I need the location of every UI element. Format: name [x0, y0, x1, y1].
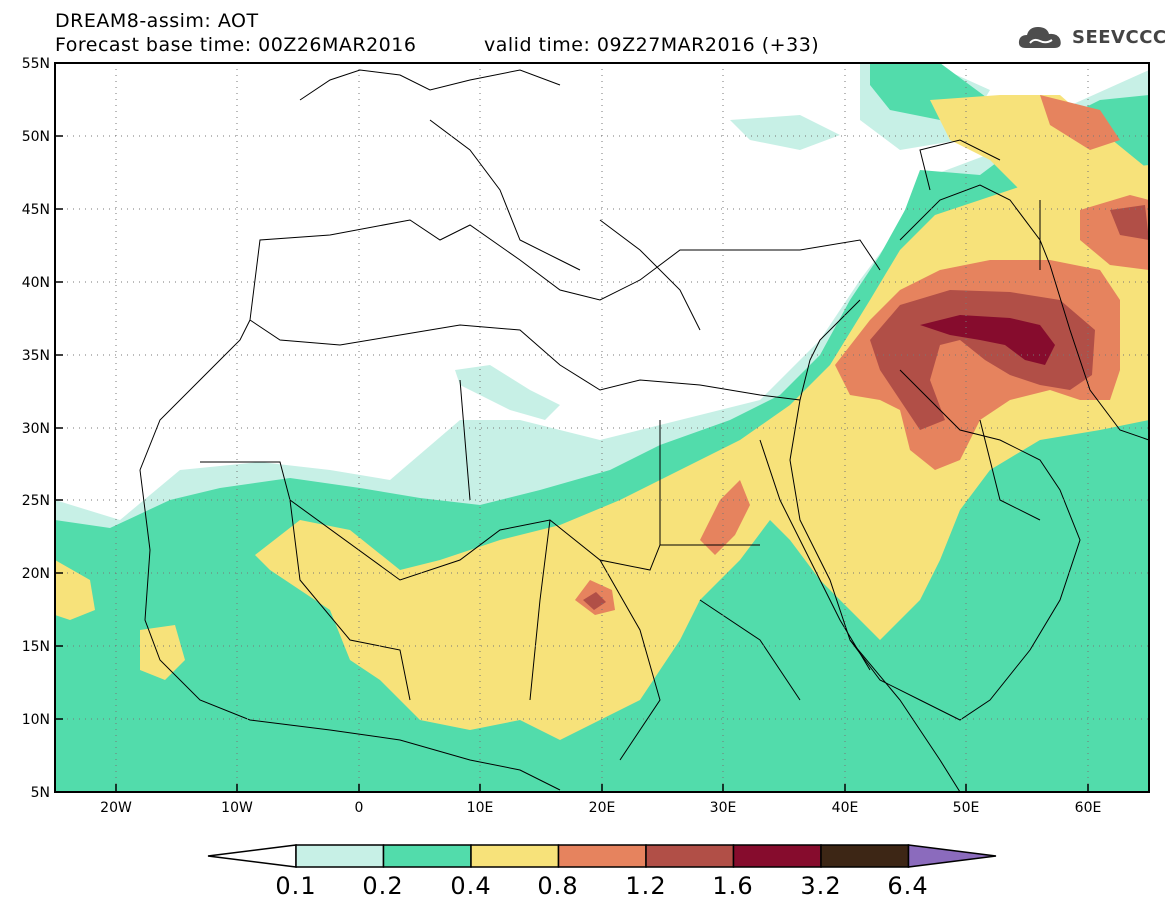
lat-label: 20N [22, 566, 50, 582]
lat-label: 25N [22, 493, 50, 509]
colorbar-under-arrow [207, 844, 297, 868]
colorbar-label: 0.1 [275, 872, 317, 900]
colorbar-swatch [820, 844, 910, 868]
cloud-icon [1018, 27, 1061, 48]
lon-label: 10E [467, 800, 494, 816]
colorbar-swatch [382, 844, 472, 868]
colorbar-swatch [732, 844, 822, 868]
lat-label: 55N [22, 56, 50, 72]
colorbar-swatch [557, 844, 647, 868]
colorbar-label: 0.8 [537, 872, 579, 900]
colorbar-label: 3.2 [800, 872, 842, 900]
seevccc-logo: SEEVCCC [1016, 22, 1165, 52]
colorbar-swatch [645, 844, 735, 868]
base-time: Forecast base time: 00Z26MAR2016 [55, 34, 417, 56]
colorbar-label: 1.2 [625, 872, 667, 900]
product-title: DREAM8-assim: AOT [55, 10, 259, 32]
logo-text: SEEVCCC [1072, 26, 1165, 48]
lat-label: 15N [22, 639, 50, 655]
lon-label: 50E [953, 800, 980, 816]
lat-label: 40N [22, 275, 50, 291]
axis-ticks [55, 62, 1089, 793]
lat-label: 30N [22, 421, 50, 437]
lon-label: 20W [100, 800, 132, 816]
colorbar-label: 6.4 [887, 872, 929, 900]
colorbar-swatch [295, 844, 385, 868]
colorbar-over-arrow [907, 844, 997, 868]
colorbar [207, 844, 997, 868]
colorbar-swatch [470, 844, 560, 868]
coastlines [139, 69, 1149, 792]
colorbar-label: 1.6 [712, 872, 754, 900]
lon-label: 0 [355, 800, 364, 816]
aot-shading [55, 63, 1149, 792]
lat-label: 5N [31, 785, 50, 801]
lon-label: 10W [221, 800, 253, 816]
lat-label: 10N [22, 712, 50, 728]
lat-label: 45N [22, 202, 50, 218]
graticule [55, 63, 1149, 792]
lon-label: 60E [1075, 800, 1102, 816]
lat-label: 35N [22, 348, 50, 364]
lon-label: 30E [710, 800, 737, 816]
lon-label: 20E [589, 800, 616, 816]
lon-label: 40E [832, 800, 859, 816]
valid-time: valid time: 09Z27MAR2016 (+33) [484, 34, 820, 56]
colorbar-label: 0.2 [362, 872, 404, 900]
lat-label: 50N [22, 129, 50, 145]
aot-band-1.6 [920, 315, 1055, 365]
colorbar-label: 0.4 [450, 872, 492, 900]
